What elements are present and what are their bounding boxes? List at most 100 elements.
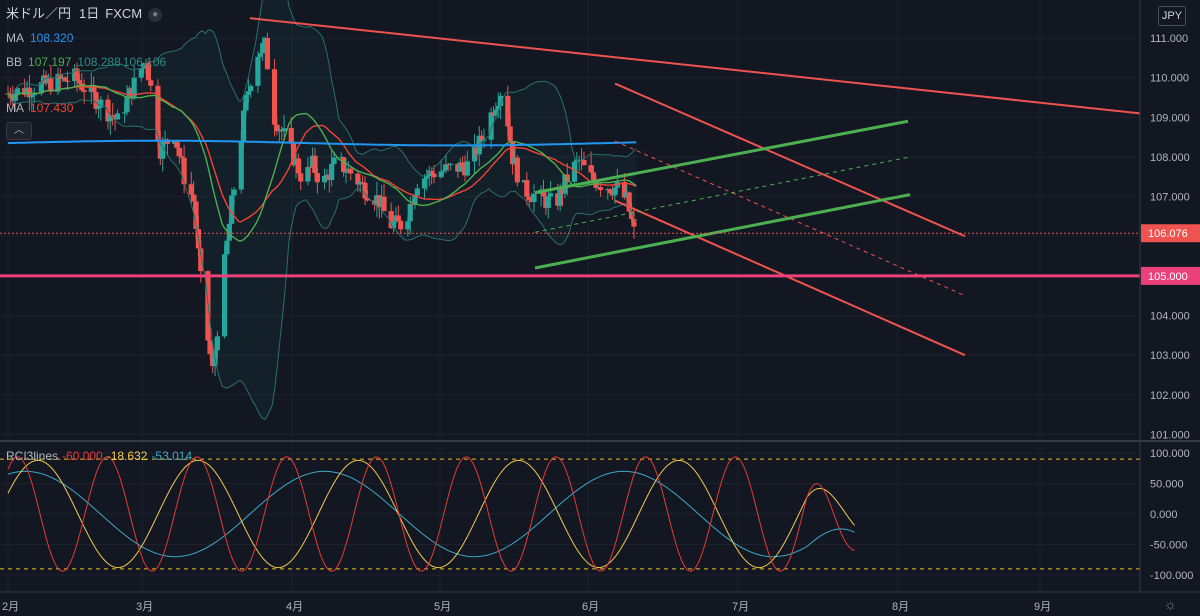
candle-body — [76, 80, 82, 84]
rci-label: RCI3lines — [6, 449, 59, 463]
candle-body — [626, 192, 632, 212]
candle-body — [429, 170, 435, 174]
symbol-header[interactable]: 米ドル／円 1日 FXCM ● — [6, 6, 168, 22]
price-tick-label: 103.000 — [1150, 350, 1190, 362]
candle-body — [231, 189, 237, 196]
candle-body — [257, 53, 263, 57]
candle-body — [221, 254, 228, 337]
last-price-tag-bg — [1141, 224, 1200, 243]
candle-body — [298, 173, 304, 182]
rising-channel-lower — [534, 193, 911, 270]
candle-body — [95, 107, 102, 109]
time-tick-label: 7月 — [732, 601, 749, 613]
ma-long-line — [7, 139, 637, 147]
candle-body — [31, 93, 37, 96]
ma-long-label: MA — [6, 31, 24, 45]
candle-body — [495, 105, 501, 110]
settings-gear-icon[interactable]: ☼ — [1164, 596, 1177, 612]
trend-lines — [0, 17, 1140, 357]
bollinger-band-area — [8, 0, 637, 420]
price-tick-label: 111.000 — [1150, 33, 1188, 45]
bb-label: BB — [6, 55, 23, 69]
candle-body — [107, 115, 113, 122]
candle-body — [321, 175, 328, 183]
candle-body — [355, 173, 361, 185]
bb-lower-line — [7, 93, 637, 420]
candle-body — [241, 110, 247, 142]
ma-long-legend[interactable]: MA 108.320 — [6, 30, 79, 46]
rci-tick-label: 100.000 — [1150, 448, 1190, 460]
rci-mid-value: -18.632 — [106, 449, 148, 463]
rci-short-value: -60.000 — [62, 449, 103, 463]
candle-body — [395, 215, 401, 221]
time-tick-label: 8月 — [892, 601, 909, 613]
candle-body — [181, 157, 187, 185]
candle-body — [412, 195, 418, 205]
candle-body — [93, 92, 99, 109]
candle-body — [607, 189, 613, 194]
candle-body — [305, 167, 311, 182]
candle-body — [524, 180, 530, 197]
candle-body — [122, 112, 128, 114]
grid-lines — [0, 0, 1140, 592]
ma-short-label: MA — [6, 101, 24, 115]
candle-body — [226, 223, 232, 241]
candle-body — [405, 221, 411, 230]
collapse-legend-button[interactable]: ︿ — [6, 122, 32, 140]
candle-body — [507, 126, 513, 142]
candle-body — [176, 147, 182, 157]
ma-short-legend[interactable]: MA 107.430 — [6, 100, 79, 116]
currency-button[interactable]: JPY — [1158, 6, 1186, 26]
rci-legend[interactable]: RCI3lines -60.000 -18.632 -53.014 — [6, 448, 196, 464]
candle-body — [360, 182, 366, 184]
candle-body — [307, 167, 313, 169]
symbol-name[interactable]: 米ドル／円 — [6, 6, 72, 21]
candle-body — [214, 336, 221, 351]
candle-body — [531, 194, 537, 203]
price-axis-bg — [1140, 0, 1200, 616]
rci-tick-label: -100.000 — [1150, 570, 1193, 582]
candle-body — [38, 82, 44, 94]
candle-body — [388, 211, 394, 229]
candle-body — [314, 173, 320, 183]
candle-body — [514, 157, 520, 183]
candle-body — [488, 112, 494, 140]
price-tick-label: 110.000 — [1150, 73, 1189, 85]
level-price-tag-bg — [1141, 266, 1200, 285]
candle-body — [74, 68, 80, 81]
candle-body — [581, 159, 587, 166]
candle-body — [431, 173, 437, 178]
candle-body — [138, 68, 144, 78]
candle-body — [421, 178, 428, 189]
interval-label[interactable]: 1日 — [79, 6, 100, 21]
candle-body — [174, 141, 180, 148]
candle-body — [198, 248, 204, 272]
candle-body — [248, 85, 254, 92]
candle-body — [479, 135, 485, 141]
bollinger-fill — [8, 0, 637, 420]
candle-body — [98, 99, 104, 108]
candle-body — [440, 170, 447, 172]
bb-legend[interactable]: BB 107.197 108.288 106.106 — [6, 54, 172, 70]
long-resistance-line — [249, 17, 1140, 115]
visibility-eye-icon[interactable]: ● — [148, 7, 163, 22]
candle-body — [493, 109, 499, 116]
bb-upper-value: 108.288 — [77, 55, 121, 69]
candle-body — [224, 240, 230, 255]
candle-body — [390, 221, 397, 229]
candle-body — [364, 198, 370, 201]
candle-body — [14, 88, 21, 94]
candle-body — [29, 95, 35, 98]
price-tick-label: 102.000 — [1150, 390, 1190, 402]
ma-long-value: 108.320 — [30, 31, 74, 45]
candle-body — [288, 128, 294, 143]
candle-body — [291, 142, 297, 166]
candle-body — [155, 85, 161, 142]
rci-mid-line — [7, 459, 855, 569]
candle-body — [509, 141, 516, 165]
price-tick-label: 101.000 — [1150, 430, 1190, 442]
candle-body — [255, 56, 261, 86]
candle-body — [57, 73, 63, 80]
candle-body — [343, 171, 349, 173]
